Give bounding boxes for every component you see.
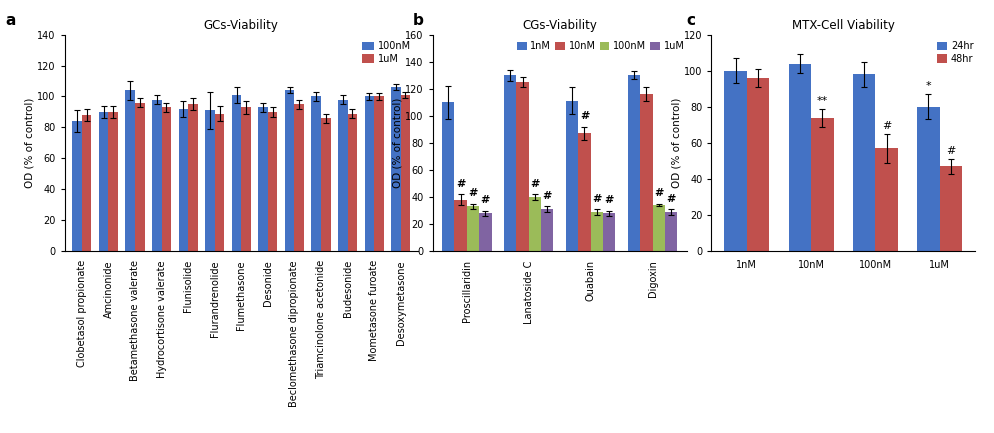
Title: CGs-Viability: CGs-Viability — [522, 19, 596, 32]
Bar — [938, 166, 961, 251]
Text: #: # — [881, 121, 891, 131]
Bar — [321, 118, 330, 251]
Bar — [504, 75, 516, 251]
Bar — [875, 148, 897, 251]
Bar — [82, 115, 91, 251]
Bar — [188, 104, 198, 251]
Bar — [258, 107, 267, 251]
Text: #: # — [604, 195, 613, 205]
Bar — [241, 107, 250, 251]
Bar — [161, 107, 171, 251]
Text: a: a — [5, 13, 15, 28]
Bar — [108, 112, 118, 251]
Legend: 24hr, 48hr: 24hr, 48hr — [934, 39, 974, 66]
Text: #: # — [530, 179, 539, 189]
Bar — [338, 100, 347, 251]
Bar — [364, 97, 374, 251]
Bar — [152, 100, 161, 251]
Bar — [232, 95, 241, 251]
Bar — [125, 90, 135, 251]
Bar — [215, 113, 224, 251]
Bar — [852, 74, 875, 251]
Bar — [347, 113, 357, 251]
Bar — [401, 95, 410, 251]
Bar — [479, 213, 491, 251]
Text: #: # — [666, 194, 675, 204]
Bar — [454, 200, 466, 251]
Bar — [664, 212, 677, 251]
Bar — [284, 90, 294, 251]
Bar — [590, 212, 602, 251]
Bar — [541, 209, 553, 251]
Text: **: ** — [816, 96, 827, 106]
Legend: 1nM, 10nM, 100nM, 1uM: 1nM, 10nM, 100nM, 1uM — [514, 39, 686, 53]
Text: b: b — [413, 13, 423, 28]
Bar — [746, 78, 768, 251]
Title: MTX-Cell Viability: MTX-Cell Viability — [791, 19, 894, 32]
Text: #: # — [653, 188, 663, 198]
Bar — [391, 87, 401, 251]
Bar — [73, 121, 82, 251]
Text: c: c — [686, 13, 695, 28]
Bar — [639, 94, 652, 251]
Bar — [578, 133, 590, 251]
Bar — [135, 103, 144, 251]
Bar — [466, 207, 479, 251]
Bar — [627, 75, 639, 251]
Bar — [267, 112, 277, 251]
Bar — [652, 205, 664, 251]
Bar — [98, 112, 108, 251]
Y-axis label: OD (% of control): OD (% of control) — [392, 98, 403, 188]
Y-axis label: OD (% of control): OD (% of control) — [670, 98, 681, 188]
Bar — [179, 109, 188, 251]
Text: #: # — [580, 111, 588, 121]
Bar — [205, 110, 215, 251]
Bar — [294, 104, 303, 251]
Text: #: # — [480, 195, 490, 205]
Bar — [810, 118, 833, 251]
Text: #: # — [455, 179, 465, 189]
Text: #: # — [542, 191, 552, 201]
Legend: 100nM, 1uM: 100nM, 1uM — [360, 39, 413, 66]
Text: *: * — [924, 81, 930, 91]
Text: #: # — [591, 194, 601, 204]
Bar — [916, 107, 938, 251]
Bar — [566, 101, 578, 251]
Bar — [441, 102, 454, 251]
Bar — [374, 97, 384, 251]
Text: #: # — [468, 188, 477, 198]
Bar — [311, 97, 321, 251]
Y-axis label: OD (% of control): OD (% of control) — [24, 98, 35, 188]
Bar — [788, 64, 810, 251]
Bar — [602, 213, 614, 251]
Title: GCs-Viability: GCs-Viability — [204, 19, 278, 32]
Bar — [724, 71, 746, 251]
Text: #: # — [945, 146, 954, 156]
Bar — [516, 82, 528, 251]
Bar — [528, 197, 541, 251]
